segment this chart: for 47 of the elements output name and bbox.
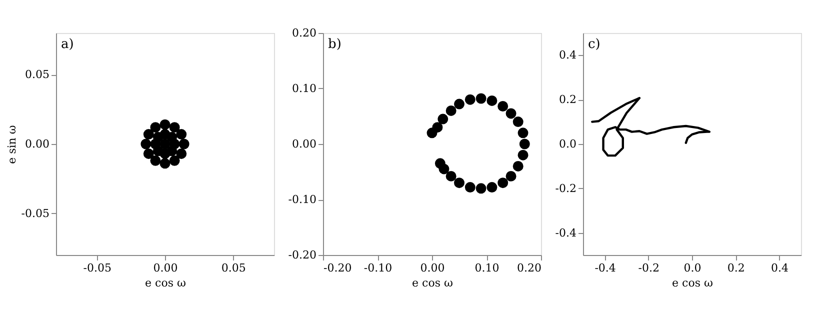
x-tick-label: 0.2	[727, 262, 745, 274]
y-tick-label: 0.20	[292, 26, 316, 40]
x-tick-label: -0.10	[364, 262, 392, 274]
x-tick-label: -0.2	[638, 262, 660, 274]
x-axis-title: e cos ω	[672, 276, 713, 290]
y-tick-label: -0.05	[21, 206, 50, 220]
y-axis-title: e sin ω	[5, 125, 18, 164]
x-tick-label: -0.4	[594, 262, 616, 274]
x-tick-label: 0.00	[420, 262, 445, 274]
x-tick-label: 0.0	[684, 262, 702, 274]
point	[169, 122, 180, 133]
point	[150, 155, 161, 166]
x-tick-label: 0.00	[153, 262, 178, 274]
y-tick-label: -0.2	[555, 182, 576, 195]
y-tick-label: 0.00	[25, 138, 50, 150]
point	[143, 129, 154, 140]
y-tick-label: 0.10	[292, 82, 316, 95]
y-tick-label: 0.05	[25, 68, 50, 82]
x-tick-label: 0.20	[517, 262, 542, 274]
annotation: c)	[588, 37, 600, 52]
y-tick-label: 0.2	[559, 93, 576, 106]
point	[178, 138, 190, 150]
x-tick-label: -0.20	[324, 262, 352, 274]
point	[160, 158, 170, 169]
point	[176, 148, 187, 159]
point	[143, 148, 154, 159]
point	[150, 122, 161, 133]
y-tick-label: 0.0	[559, 138, 576, 150]
line-series	[591, 96, 711, 157]
x-axis-title: e cos ω	[412, 276, 453, 290]
x-tick-label: 0.4	[770, 262, 788, 274]
x-tick-label: -0.05	[83, 262, 112, 274]
point	[176, 129, 187, 140]
x-tick-label: 0.10	[474, 262, 500, 274]
y-tick-label: 0.00	[292, 138, 316, 150]
point	[169, 155, 180, 166]
point	[166, 146, 178, 156]
y-tick-label: -0.10	[288, 193, 316, 206]
point	[160, 119, 170, 130]
x-axis-title: e cos ω	[145, 276, 186, 290]
y-tick-label: -0.4	[555, 226, 576, 240]
y-tick-label: 0.4	[559, 48, 576, 62]
point	[140, 138, 152, 150]
y-tick-label: -0.20	[288, 248, 316, 262]
annotation: b)	[328, 37, 342, 52]
annotation: a)	[61, 37, 74, 52]
x-tick-label: 0.05	[221, 262, 246, 274]
